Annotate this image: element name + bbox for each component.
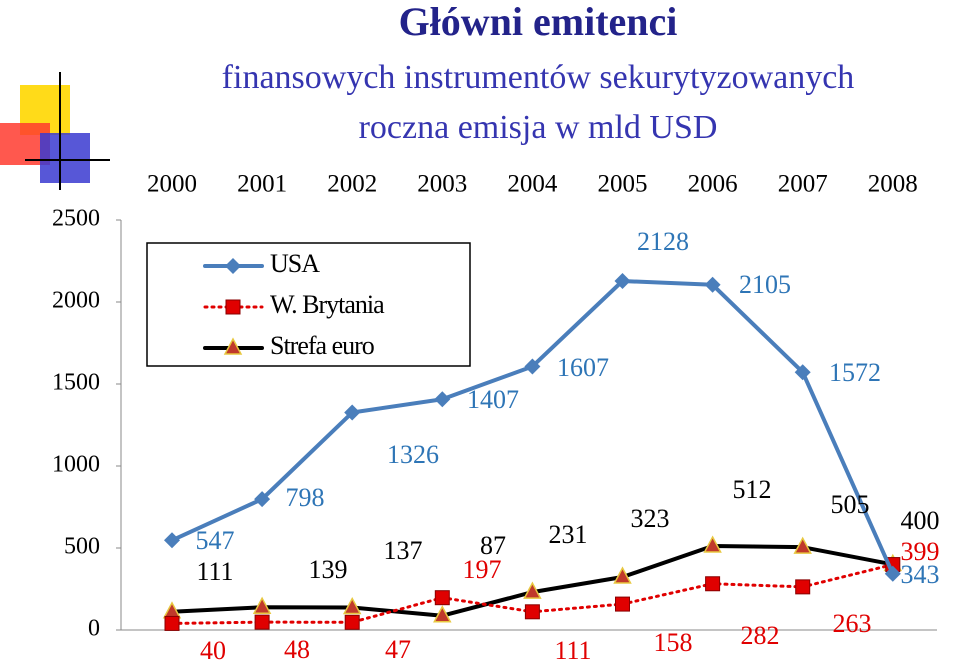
data-label: 512 <box>733 475 772 504</box>
data-label: 1572 <box>829 358 881 387</box>
data-label: 1326 <box>387 440 439 469</box>
point <box>434 590 450 606</box>
data-label: 505 <box>831 490 870 519</box>
y-tick-label: 0 <box>88 616 100 642</box>
point <box>342 596 362 615</box>
legend-marker <box>225 299 241 315</box>
data-label: 1407 <box>467 385 519 414</box>
point <box>164 532 180 549</box>
x-tick-label: 2005 <box>598 171 648 198</box>
decoration <box>0 72 110 190</box>
data-label: 40 <box>200 636 226 665</box>
data-label: 1607 <box>557 353 609 382</box>
point <box>614 273 631 290</box>
data-label: 343 <box>901 560 940 589</box>
point <box>613 566 632 584</box>
x-tick-label: 2004 <box>507 171 558 198</box>
data-label: 48 <box>284 635 310 664</box>
legend-marker <box>223 337 243 355</box>
data-label: 2128 <box>637 227 689 256</box>
point <box>703 535 722 553</box>
point <box>254 491 271 508</box>
data-label: 111 <box>554 636 591 665</box>
data-label: 137 <box>384 536 423 565</box>
x-tick-label: 2006 <box>688 171 738 198</box>
data-label: 547 <box>196 526 235 555</box>
point <box>344 404 361 421</box>
data-label: 2105 <box>739 270 791 299</box>
y-tick-label: 1000 <box>52 452 100 478</box>
legend-label: USA <box>270 249 320 278</box>
x-tick-label: 2000 <box>147 171 197 198</box>
point <box>884 565 901 582</box>
point <box>252 596 272 614</box>
point <box>433 605 452 623</box>
point <box>164 615 180 631</box>
point <box>704 276 721 293</box>
legend-item: USA <box>203 249 321 278</box>
data-label: 231 <box>549 520 588 549</box>
point <box>254 614 270 630</box>
chart-subtitle: roczna emisja w mld USD <box>359 109 718 146</box>
legend-marker <box>225 258 241 274</box>
data-label: 197 <box>463 555 502 584</box>
point <box>524 358 541 375</box>
legend-item: Strefa euro <box>203 331 376 360</box>
point <box>793 536 812 554</box>
chart-title: Główni emitenci <box>399 0 678 44</box>
point <box>434 391 451 408</box>
point <box>794 364 811 381</box>
point <box>615 596 630 612</box>
legend-label: Strefa euro <box>270 331 375 360</box>
x-tick-label: 2008 <box>868 171 918 198</box>
y-tick-label: 1500 <box>52 370 100 396</box>
data-label: 282 <box>741 621 780 650</box>
y-tick-label: 500 <box>64 534 100 560</box>
x-tick-label: 2007 <box>778 171 828 198</box>
data-label: 400 <box>901 506 940 535</box>
x-tick-label: 2001 <box>237 171 287 198</box>
data-label: 139 <box>309 555 348 584</box>
point <box>523 581 542 599</box>
point <box>795 579 811 595</box>
legend-item: W. Brytania <box>203 290 386 319</box>
point <box>524 604 540 620</box>
data-label: 399 <box>901 537 940 566</box>
y-tick-label: 2500 <box>52 206 100 232</box>
data-label: 87 <box>480 531 506 560</box>
point <box>344 614 360 630</box>
data-label: 323 <box>631 504 670 533</box>
chart-subtitle: finansowych instrumentów sekurytyzowanyc… <box>222 59 855 96</box>
legend-label: W. Brytania <box>270 290 385 319</box>
data-label: 798 <box>286 483 325 512</box>
data-label: 111 <box>196 557 233 586</box>
data-label: 158 <box>654 628 693 657</box>
y-tick-label: 2000 <box>52 288 100 314</box>
x-tick-label: 2002 <box>327 171 377 198</box>
data-label: 263 <box>833 609 872 638</box>
x-tick-label: 2003 <box>417 171 467 198</box>
point <box>705 576 721 592</box>
legend-box <box>146 242 471 367</box>
data-label: 47 <box>385 635 411 664</box>
